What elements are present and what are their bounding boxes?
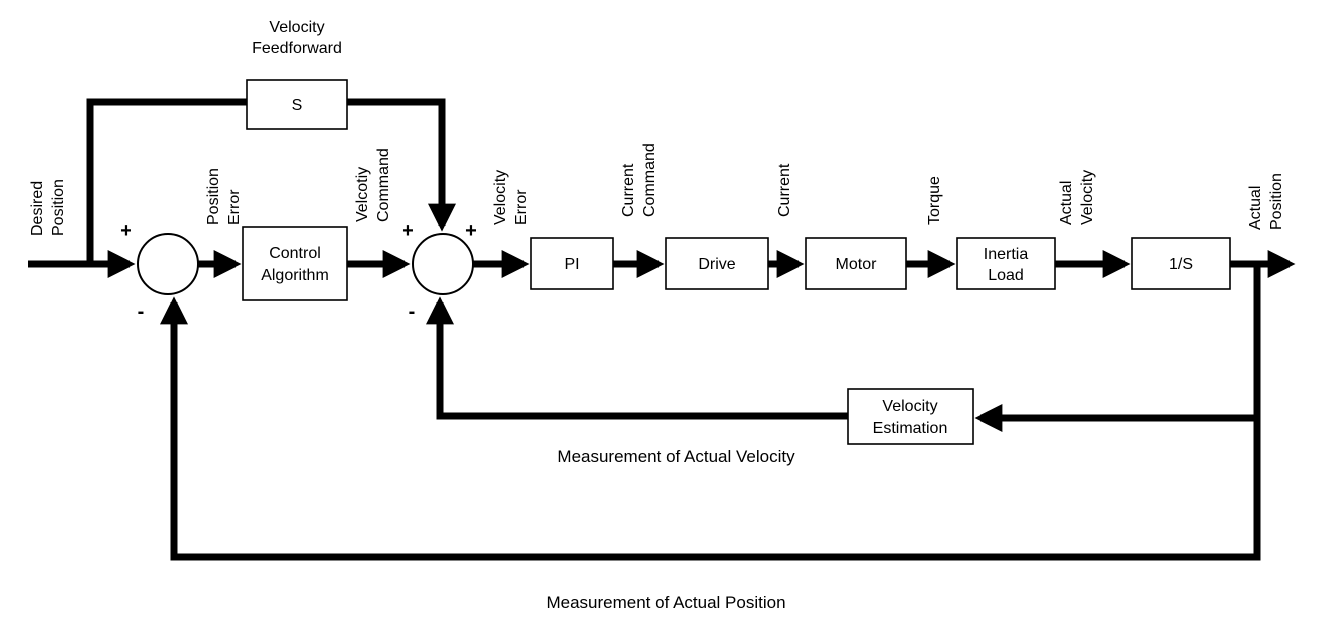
block-label: Control (269, 245, 321, 262)
position-feedback-line (160, 296, 1261, 561)
block-label: Motor (836, 256, 878, 273)
position-error-label: Position Error (205, 168, 243, 225)
feedforward-label: Feedforward (252, 40, 342, 57)
motor-block: Motor (805, 237, 907, 290)
feedforward-block: S (246, 79, 348, 130)
position-measurement-label: Measurement of Actual Position (546, 593, 785, 612)
block-label: Estimation (873, 420, 948, 437)
sum2-minus-sign: - (409, 301, 416, 323)
summing-junction-velocity (412, 233, 474, 295)
velocity-feedback-out (426, 296, 848, 420)
sum1-minus-sign: - (138, 301, 145, 323)
sum1-plus-sign: + (120, 220, 132, 242)
desired-position-label: Desired Position (29, 179, 67, 236)
current-label: Current (776, 163, 793, 217)
svg-text:Current: Current (776, 163, 793, 217)
velocity-error-label: Velocity Error (492, 170, 530, 225)
torque-label: Torque (926, 176, 943, 225)
sum2-plus-left-sign: + (402, 220, 414, 242)
pi-block: PI (530, 237, 614, 290)
feedforward-line-out (347, 98, 456, 232)
summing-junction-position (137, 233, 199, 295)
inertia-load-block: Inertia Load (956, 237, 1056, 290)
actual-position-label: Actual Position (1247, 173, 1285, 230)
drive-block: Drive (665, 237, 769, 290)
velocity-command-label: Velcotiy Command (354, 148, 392, 222)
block-label: Drive (698, 256, 735, 273)
block-label: 1/S (1169, 256, 1193, 273)
current-command-label: Current Command (620, 143, 658, 217)
velocity-estimation-block: Velocity Estimation (847, 388, 974, 445)
integrator-block: 1/S (1131, 237, 1231, 290)
block-label: Load (988, 267, 1024, 284)
control-algorithm-block: Control Algorithm (242, 226, 348, 301)
block-label: Inertia (984, 246, 1029, 263)
svg-text:Torque: Torque (926, 176, 943, 225)
block-label: Velocity (882, 398, 937, 415)
feedforward-line-in (86, 98, 247, 264)
feedforward-block-label: S (292, 97, 303, 114)
feedforward-label: Velocity (269, 19, 324, 36)
block-label: PI (564, 256, 579, 273)
velocity-measurement-label: Measurement of Actual Velocity (557, 447, 795, 466)
sum2-plus-top-sign: + (465, 220, 477, 242)
block-label: Algorithm (261, 267, 329, 284)
actual-velocity-label: Actual Velocity (1058, 170, 1096, 225)
